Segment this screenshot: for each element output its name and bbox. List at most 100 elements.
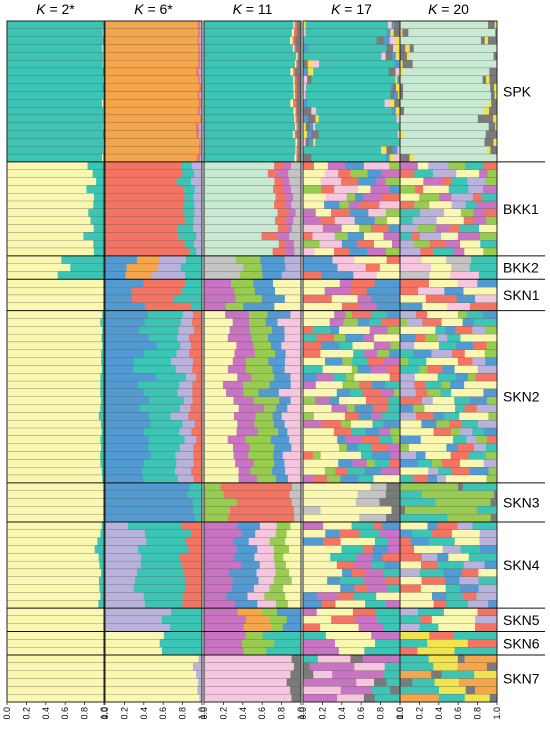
ancestry-bar-segment xyxy=(187,490,203,499)
ancestry-bar-segment xyxy=(105,420,151,429)
ancestry-bar-segment xyxy=(277,232,290,241)
ancestry-bar-segment xyxy=(193,216,203,225)
ancestry-bar-segment xyxy=(303,631,327,640)
ancestry-bar-segment xyxy=(93,248,105,257)
ancestry-bar-segment xyxy=(412,475,429,484)
ancestry-bar-segment xyxy=(435,498,491,507)
ancestry-bar-segment xyxy=(325,631,372,640)
panel-frame xyxy=(6,20,105,703)
ancestry-bar-segment xyxy=(236,428,259,437)
ancestry-bar-segment xyxy=(204,459,236,468)
ancestry-bar-segment xyxy=(324,169,339,178)
ancestry-bar-segment xyxy=(400,83,404,92)
ancestry-bar-segment xyxy=(105,36,198,45)
ancestry-bar-segment xyxy=(468,600,489,609)
ancestry-bar-segment xyxy=(390,428,401,437)
ancestry-bar-segment xyxy=(492,146,498,155)
ancestry-bar-segment xyxy=(303,255,333,264)
ancestry-bar-segment xyxy=(381,146,387,155)
ancestry-bar-segment xyxy=(333,373,347,382)
ancestry-bar-segment xyxy=(105,694,200,703)
ancestry-bar-segment xyxy=(489,67,496,76)
ancestry-bar-segment xyxy=(232,318,250,327)
ancestry-bar-segment xyxy=(340,537,376,546)
ancestry-bar-segment xyxy=(282,177,290,186)
x-tick-label: 0.6 xyxy=(356,707,366,720)
ancestry-bar-segment xyxy=(101,467,105,476)
ancestry-bar-segment xyxy=(400,428,434,437)
ancestry-bar-segment xyxy=(7,224,94,233)
ancestry-bar-segment xyxy=(105,91,198,100)
ancestry-bar-segment xyxy=(394,91,399,100)
ancestry-bar-segment xyxy=(373,240,393,249)
ancestry-bar-segment xyxy=(189,248,197,257)
ancestry-bar-segment xyxy=(146,537,187,546)
ancestry-bar-segment xyxy=(400,232,412,241)
ancestry-bar-segment xyxy=(100,373,105,382)
ancestry-bar-segment xyxy=(204,201,275,210)
ancestry-bar-segment xyxy=(296,83,302,92)
ancestry-bar-segment xyxy=(352,568,367,577)
ancestry-bar-segment xyxy=(295,67,302,76)
ancestry-bar-segment xyxy=(303,294,333,303)
ancestry-bar-segment xyxy=(303,482,371,491)
ancestry-bar-segment xyxy=(177,475,194,484)
ancestry-bar-segment xyxy=(389,185,401,194)
panel-title: K = 20 xyxy=(428,1,469,17)
ancestry-bar-segment xyxy=(289,177,302,186)
ancestry-bar-segment xyxy=(303,154,312,163)
ancestry-bar-segment xyxy=(270,341,282,350)
ancestry-bar-segment xyxy=(383,670,401,679)
ancestry-bar-segment xyxy=(379,263,401,272)
ancestry-bar-segment xyxy=(243,302,275,311)
ancestry-bar-segment xyxy=(105,240,185,249)
x-tick-label: 0.2 xyxy=(414,707,424,720)
ancestry-bar-segment xyxy=(368,208,386,217)
ancestry-bar-segment xyxy=(100,404,105,413)
ancestry-bar-segment xyxy=(105,482,191,491)
ancestry-bar-segment xyxy=(316,373,334,382)
ancestry-bar-segment xyxy=(105,506,194,515)
ancestry-bar-segment xyxy=(227,365,247,374)
ancestry-bar-segment xyxy=(243,388,259,397)
ancestry-bar-segment xyxy=(7,553,99,562)
ancestry-bar-segment xyxy=(204,52,297,61)
ancestry-bar-segment xyxy=(303,122,307,131)
ancestry-bar-segment xyxy=(352,459,367,468)
ancestry-bar-segment xyxy=(7,420,102,429)
ancestry-bar-segment xyxy=(385,381,401,390)
ancestry-bar-segment xyxy=(274,443,292,452)
ancestry-bar-segment xyxy=(417,608,445,617)
ancestry-bar-segment xyxy=(204,310,226,319)
ancestry-bar-segment xyxy=(379,529,401,538)
x-tick-label: 0.8 xyxy=(178,707,188,720)
ancestry-bar-segment xyxy=(285,263,302,272)
ancestry-bar-segment xyxy=(105,553,142,562)
ancestry-bar-segment xyxy=(274,639,302,648)
ancestry-bar-segment xyxy=(353,349,365,358)
ancestry-bar-segment xyxy=(446,592,463,601)
ancestry-bar-segment xyxy=(126,263,158,272)
ancestry-bar-segment xyxy=(261,232,279,241)
ancestry-bar-segment xyxy=(422,490,495,499)
ancestry-bar-segment xyxy=(400,459,419,468)
ancestry-bar-segment xyxy=(197,91,200,100)
ancestry-bar-segment xyxy=(400,694,440,703)
ancestry-bar-segment xyxy=(248,537,270,546)
ancestry-bar-segment xyxy=(408,357,427,366)
ancestry-bar-segment xyxy=(295,146,297,155)
ancestry-bar-segment xyxy=(454,631,498,640)
ancestry-bar-segment xyxy=(429,631,455,640)
ancestry-bar-segment xyxy=(335,600,366,609)
ancestry-bar-segment xyxy=(395,67,401,76)
ancestry-bar-segment xyxy=(413,240,431,249)
ancestry-bar-segment xyxy=(400,341,415,350)
ancestry-bar-segment xyxy=(193,224,203,233)
ancestry-bar-segment xyxy=(204,60,296,69)
ancestry-bar-segment xyxy=(393,44,397,53)
ancestry-bar-segment xyxy=(204,365,229,374)
ancestry-bar-segment xyxy=(131,287,183,296)
ancestry-bar-segment xyxy=(227,435,246,444)
ancestry-bar-segment xyxy=(182,600,203,609)
ancestry-bar-segment xyxy=(105,686,198,695)
